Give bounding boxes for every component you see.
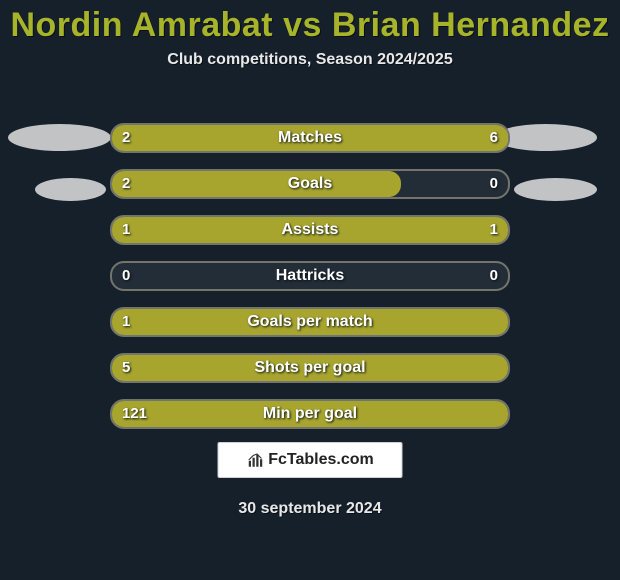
- decorative-ellipse: [8, 124, 111, 151]
- stat-label: Goals: [112, 171, 508, 197]
- stat-bar-row: 20Goals: [110, 169, 510, 199]
- stat-label: Assists: [112, 217, 508, 243]
- chart-icon: [246, 451, 264, 469]
- page-title: Nordin Amrabat vs Brian Hernandez: [0, 0, 620, 45]
- stat-label: Min per goal: [112, 401, 508, 427]
- source-logo: FcTables.com: [218, 442, 403, 478]
- comparison-infographic: Nordin Amrabat vs Brian Hernandez Club c…: [0, 0, 620, 580]
- stat-bar-row: 1Goals per match: [110, 307, 510, 337]
- stat-bars: 26Matches 20Goals 11Assists 00Hattricks 1Goa…: [110, 123, 510, 445]
- stat-label: Goals per match: [112, 309, 508, 335]
- decorative-ellipse: [514, 178, 597, 201]
- stat-bar-row: 121Min per goal: [110, 399, 510, 429]
- logo-text: FcTables.com: [268, 451, 374, 469]
- stat-label: Matches: [112, 125, 508, 151]
- stat-bar-row: 00Hattricks: [110, 261, 510, 291]
- stat-label: Shots per goal: [112, 355, 508, 381]
- date-line: 30 september 2024: [0, 500, 620, 518]
- stat-bar-row: 5Shots per goal: [110, 353, 510, 383]
- stat-bar-row: 11Assists: [110, 215, 510, 245]
- stat-label: Hattricks: [112, 263, 508, 289]
- page-subtitle: Club competitions, Season 2024/2025: [0, 51, 620, 69]
- decorative-ellipse: [35, 178, 106, 201]
- stat-bar-row: 26Matches: [110, 123, 510, 153]
